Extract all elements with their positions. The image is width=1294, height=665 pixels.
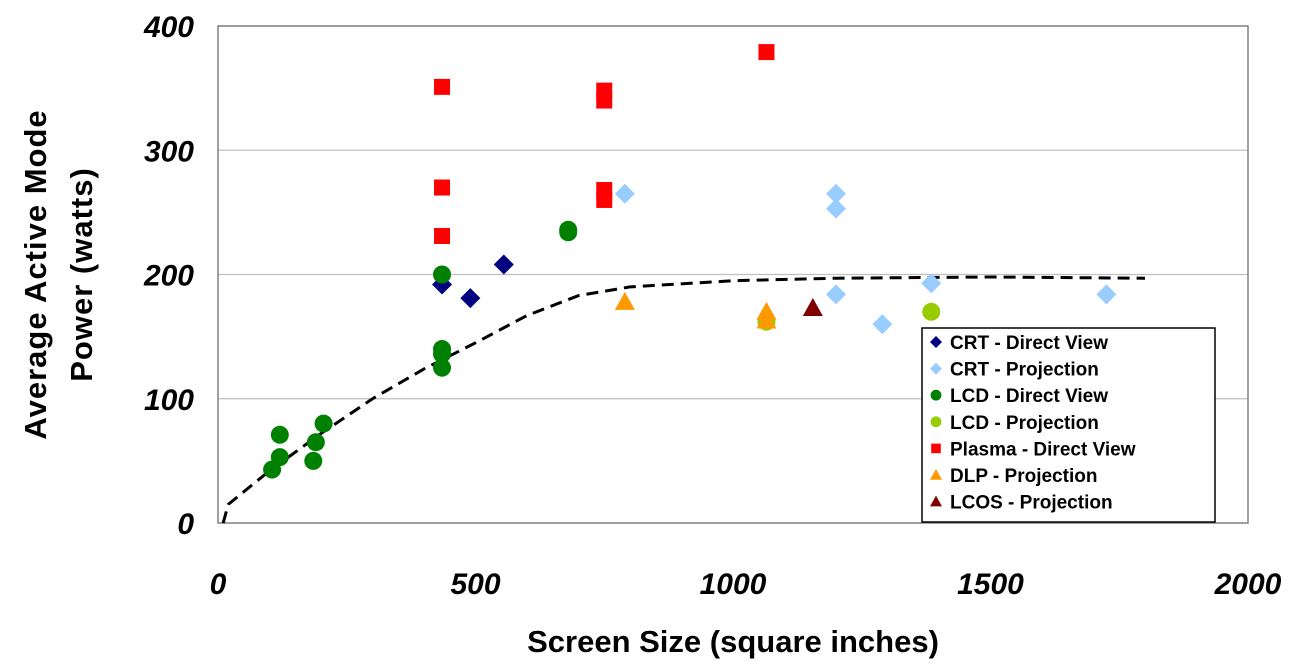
x-tick-label: 0 <box>210 568 227 601</box>
data-point-series-5 <box>614 291 635 310</box>
data-point-series-2 <box>559 223 578 242</box>
data-point-series-4 <box>596 92 613 109</box>
data-point-series-6 <box>802 298 823 317</box>
legend-entry-label: LCD - Projection <box>950 413 1099 434</box>
y-tick-label: 300 <box>144 135 194 168</box>
data-point-series-1 <box>826 284 846 305</box>
y-tick-label: 400 <box>143 11 194 44</box>
legend-entry-label: LCOS - Projection <box>950 493 1113 514</box>
data-point-series-2 <box>270 425 289 444</box>
legend-marker-2 <box>930 389 942 401</box>
data-point-series-4 <box>434 78 451 95</box>
y-tick-label: 0 <box>177 508 194 541</box>
data-point-series-1 <box>614 183 635 204</box>
tick-labels: 0 100 200 300 400 0 500 1000 1500 2000 <box>143 11 1282 601</box>
data-point-series-1 <box>872 314 893 335</box>
y-axis-label-line2: Power (watts) <box>64 167 99 382</box>
data-point-series-0 <box>460 288 481 309</box>
x-tick-label: 500 <box>450 568 500 601</box>
data-point-series-0 <box>493 254 514 275</box>
data-point-series-2 <box>270 448 289 467</box>
legend-marker-0 <box>930 336 942 348</box>
data-point-series-4 <box>596 191 613 208</box>
legend-marker-6 <box>930 495 942 507</box>
data-point-series-4 <box>758 44 775 61</box>
x-tick-label: 1000 <box>700 568 767 601</box>
data-point-series-4 <box>434 179 451 196</box>
data-point-series-1 <box>1096 284 1117 305</box>
legend-entry-label: LCD - Direct View <box>950 386 1108 407</box>
data-point-series-2 <box>433 345 452 364</box>
legend-marker-3 <box>930 416 942 428</box>
legend-entry-label: DLP - Projection <box>950 466 1097 487</box>
data-point-series-3 <box>922 302 941 321</box>
legend-box <box>921 327 1216 523</box>
legend-entry-label: Plasma - Direct View <box>950 439 1136 460</box>
data-point-series-1 <box>826 198 846 219</box>
data-point-series-2 <box>304 451 323 470</box>
legend-marker-1 <box>930 362 942 375</box>
data-point-series-5 <box>756 310 777 329</box>
data-point-series-2 <box>433 358 452 377</box>
legend-entry-label: CRT - Direct View <box>950 333 1108 354</box>
x-axis-label: Screen Size (square inches) <box>527 624 939 659</box>
y-tick-label: 100 <box>144 384 194 417</box>
plot-area <box>217 25 1249 524</box>
y-axis-label-line1: Average Active Mode <box>18 109 53 439</box>
y-tick-label: 200 <box>143 260 194 293</box>
data-point-series-2 <box>306 433 325 452</box>
x-tick-label: 1500 <box>957 568 1024 601</box>
data-point-series-1 <box>921 273 942 294</box>
data-point-series-1 <box>826 183 846 204</box>
x-tick-label: 2000 <box>1214 568 1282 601</box>
data-points <box>263 44 1117 479</box>
data-point-series-4 <box>434 227 451 244</box>
legend: CRT - Direct View CRT - Projection LCD - D… <box>921 327 1216 523</box>
legend-entry-label: CRT - Projection <box>950 360 1099 381</box>
legend-marker-4 <box>931 443 941 454</box>
legend-marker-5 <box>930 469 942 480</box>
data-point-series-2 <box>433 265 452 284</box>
data-point-series-2 <box>314 414 333 433</box>
